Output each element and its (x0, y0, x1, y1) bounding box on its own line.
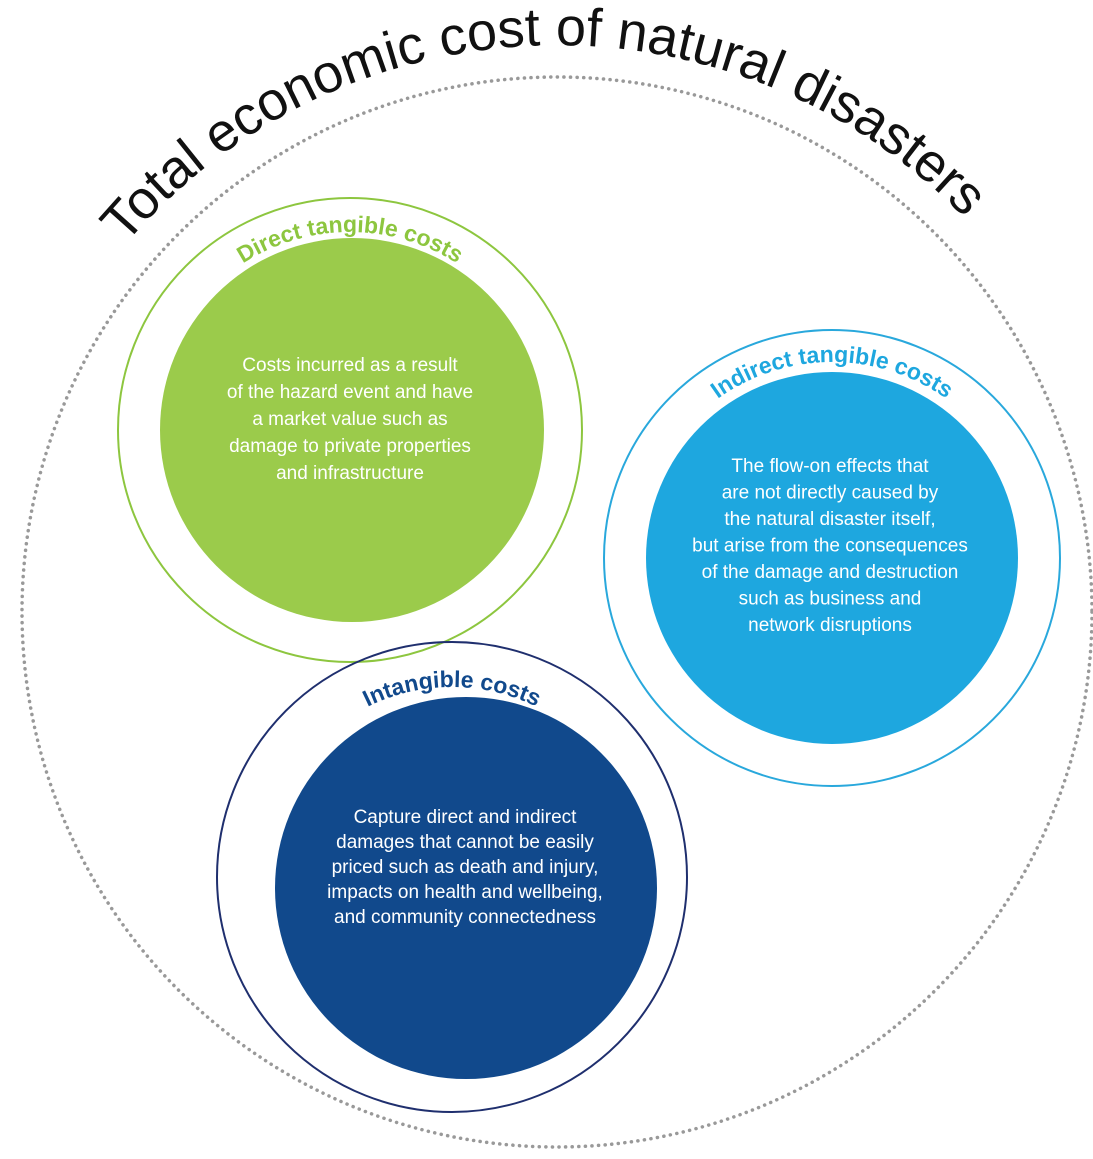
fill-circle (160, 238, 544, 622)
main-title: Total economic cost of natural disasters (89, 0, 998, 253)
ring (117, 197, 583, 663)
body-line: priced such as death and injury, (332, 857, 599, 878)
ring (216, 641, 688, 1113)
outer-dotted-circle (20, 75, 1093, 1149)
body-line: damage to private properties (229, 436, 471, 457)
body-line: the natural disaster itself, (724, 509, 935, 530)
body-text: The flow-on effects that are not directly… (692, 456, 968, 636)
body-line: of the hazard event and have (227, 382, 473, 403)
body-line: are not directly caused by (722, 483, 939, 504)
body-line: Capture direct and indirect (354, 807, 578, 828)
fill-circle (646, 372, 1018, 744)
body-text: Costs incurred as a result of the hazard … (227, 355, 473, 484)
body-line: a market value such as (252, 409, 447, 430)
fill-circle (275, 697, 657, 1079)
body-text: Capture direct and indirect damages that … (327, 807, 603, 928)
body-line: network disruptions (748, 615, 912, 636)
body-line: impacts on health and wellbeing, (327, 882, 603, 903)
body-line: Costs incurred as a result (242, 355, 458, 376)
body-line: and infrastructure (276, 463, 424, 484)
body-line: and community connectedness (334, 907, 596, 928)
main-title-path: Total economic cost of natural disasters (89, 0, 998, 253)
body-line: The flow-on effects that (731, 456, 929, 477)
body-line: of the damage and destruction (702, 562, 959, 583)
body-line: but arise from the consequences (692, 536, 968, 557)
ring (603, 329, 1061, 787)
body-line: such as business and (739, 589, 922, 610)
body-line: damages that cannot be easily (336, 832, 594, 853)
